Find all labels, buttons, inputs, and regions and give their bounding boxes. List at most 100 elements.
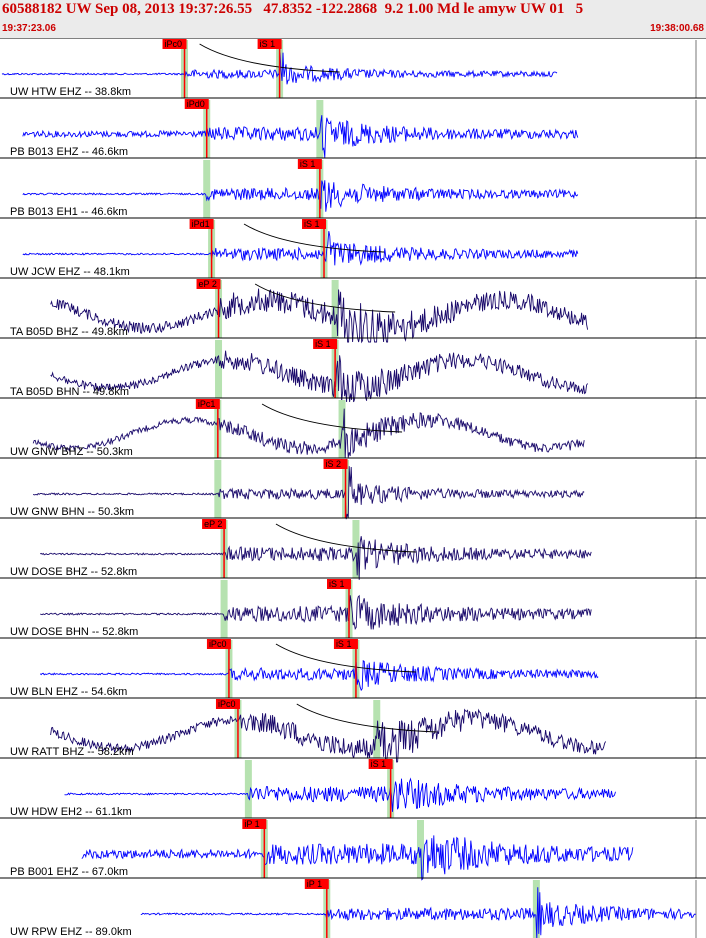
station-label: UW RATT BHZ -- 58.2km	[10, 746, 134, 758]
station-label: UW JCW EHZ -- 48.1km	[10, 266, 130, 278]
waveform	[40, 536, 592, 580]
s-pick-flag[interactable]	[257, 39, 282, 49]
trace-row[interactable]: iP 1 UW RPW EHZ -- 89.0km	[0, 877, 706, 938]
waveform	[39, 660, 599, 692]
trace-row[interactable]: iPc0 iS 1 UW BLN EHZ -- 54.6km	[0, 637, 706, 698]
s-theoretical-band	[331, 280, 339, 338]
waveform	[32, 408, 585, 459]
waveform	[50, 708, 607, 763]
trace-row[interactable]: iP 1 PB B001 EHZ -- 67.0km	[0, 817, 706, 881]
p-pick-flag[interactable]	[184, 99, 209, 109]
s-pick-flag[interactable]	[323, 459, 348, 469]
p-pick-label: eP 2	[204, 519, 222, 529]
p-pick-flag[interactable]	[202, 519, 227, 529]
p-pick-label: iPc0	[209, 639, 227, 649]
travel-time-curve	[261, 403, 403, 433]
p-theoretical-band	[244, 760, 252, 818]
travel-time-curve	[275, 523, 416, 553]
trace-row[interactable]: iPc1 UW GNW BHZ -- 50.3km	[0, 397, 706, 459]
p-theoretical-band	[215, 340, 223, 398]
station-label: UW GNW BHN -- 50.3km	[10, 506, 134, 518]
p-theoretical-band	[203, 160, 211, 218]
waveform	[22, 115, 579, 158]
s-pick-label: iS 1	[336, 639, 352, 649]
p-pick-flag[interactable]	[162, 39, 187, 49]
station-label: UW HDW EH2 -- 61.1km	[10, 806, 132, 818]
trace-row[interactable]: iPc0 iS 1 UW HTW EHZ -- 38.8km	[0, 38, 706, 98]
p-pick-label: iPc0	[218, 699, 236, 709]
trace-row[interactable]: iPd0 PB B013 EHZ -- 46.6km	[0, 97, 706, 158]
station-label: PB B013 EH1 -- 46.6km	[10, 206, 127, 218]
p-pick-label: iP 1	[307, 879, 322, 889]
station-label: TA B05D BHZ -- 49.8km	[10, 326, 128, 338]
p-pick-flag[interactable]	[242, 819, 267, 829]
s-pick-flag[interactable]	[327, 579, 351, 589]
station-label: UW GNW BHZ -- 50.3km	[10, 446, 133, 458]
waveform	[64, 777, 616, 812]
trace-row[interactable]: eP 2 UW DOSE BHZ -- 52.8km	[0, 517, 706, 580]
p-pick-flag[interactable]	[196, 279, 221, 289]
waveform	[50, 350, 588, 403]
travel-time-curve	[296, 703, 437, 733]
p-pick-label: iP 1	[244, 819, 259, 829]
s-pick-flag[interactable]	[333, 639, 358, 649]
trace-row[interactable]: eP 2 TA B05D BHZ -- 49.8km	[0, 277, 706, 344]
waveform	[22, 231, 579, 266]
p-pick-flag[interactable]	[215, 699, 240, 709]
station-label: UW HTW EHZ -- 38.8km	[10, 86, 131, 98]
header-bar: 60588182 UW Sep 08, 2013 19:37:26.55 47.…	[0, 0, 706, 38]
waveform	[22, 180, 579, 212]
waveform	[32, 466, 585, 520]
event-summary-title: 60588182 UW Sep 08, 2013 19:37:26.55 47.…	[2, 1, 584, 17]
p-pick-label: iPc1	[198, 399, 216, 409]
station-label: PB B001 EHZ -- 67.0km	[10, 866, 128, 878]
p-theoretical-band	[214, 460, 222, 518]
travel-time-curve	[243, 223, 385, 253]
waveform	[81, 835, 634, 881]
trace-row[interactable]: iS 1 PB B013 EH1 -- 46.6km	[0, 157, 706, 218]
p-pick-label: iPd0	[187, 99, 205, 109]
s-pick-label: iS 1	[329, 579, 345, 589]
trace-row[interactable]: iS 1 UW HDW EH2 -- 61.1km	[0, 757, 706, 818]
s-pick-label: iS 1	[300, 159, 316, 169]
s-pick-flag[interactable]	[313, 339, 338, 349]
s-pick-label: iS 2	[326, 459, 342, 469]
trace-row[interactable]: iS 1 UW DOSE BHN -- 52.8km	[0, 577, 706, 638]
seismogram-panel[interactable]: iPc0 iS 1 UW HTW EHZ -- 38.8km iPd0 PB B013 …	[0, 38, 706, 938]
trace-row[interactable]: iS 2 UW GNW BHN -- 50.3km	[0, 457, 706, 520]
travel-time-curve	[199, 43, 340, 73]
waveform	[140, 887, 697, 938]
station-label: UW BLN EHZ -- 54.6km	[10, 686, 127, 698]
s-pick-flag[interactable]	[297, 159, 322, 169]
s-theoretical-band	[352, 520, 360, 578]
s-theoretical-band	[532, 880, 540, 938]
p-pick-flag[interactable]	[206, 639, 231, 649]
station-label: UW DOSE BHZ -- 52.8km	[10, 566, 137, 578]
trace-row[interactable]: iPd1 iS 1 UW JCW EHZ -- 48.1km	[0, 217, 706, 278]
station-label: TA B05D BHN -- 49.8km	[10, 386, 129, 398]
station-label: PB B013 EHZ -- 46.6km	[10, 146, 128, 158]
s-pick-label: iS 1	[304, 219, 320, 229]
s-pick-flag[interactable]	[302, 219, 327, 229]
travel-time-curve	[275, 643, 416, 673]
p-pick-flag[interactable]	[189, 219, 214, 229]
p-theoretical-band	[220, 580, 228, 638]
window-end-time: 19:38:00.68	[650, 23, 704, 34]
s-pick-flag[interactable]	[368, 759, 393, 769]
p-pick-flag[interactable]	[304, 879, 329, 889]
travel-time-curve	[254, 283, 396, 313]
p-pick-label: iPd1	[192, 219, 210, 229]
station-label: UW RPW EHZ -- 89.0km	[10, 926, 132, 938]
s-pick-label: iS 1	[371, 759, 387, 769]
p-pick-flag[interactable]	[195, 399, 220, 409]
p-pick-label: eP 2	[199, 279, 217, 289]
waveform	[50, 288, 589, 344]
s-pick-label: iS 1	[315, 339, 331, 349]
window-start-time: 19:37:23.06	[2, 23, 56, 34]
trace-row[interactable]: iS 1 TA B05D BHN -- 49.8km	[0, 337, 706, 403]
station-label: UW DOSE BHN -- 52.8km	[10, 626, 138, 638]
waveform	[40, 594, 592, 630]
p-pick-label: iPc0	[165, 39, 183, 49]
s-pick-label: iS 1	[260, 39, 276, 49]
trace-row[interactable]: iPc0 UW RATT BHZ -- 58.2km	[0, 697, 706, 763]
